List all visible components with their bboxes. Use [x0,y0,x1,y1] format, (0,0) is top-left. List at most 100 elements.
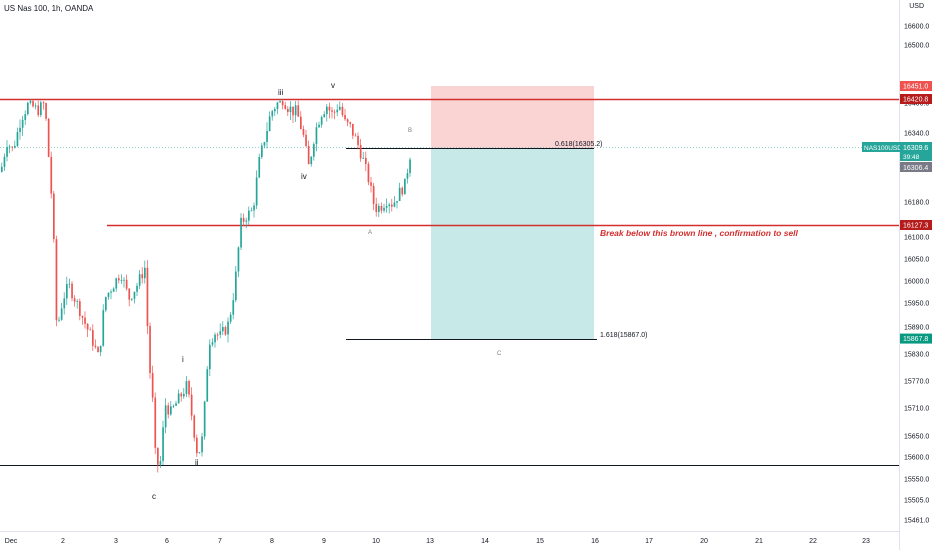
candle-body [172,405,175,407]
candle-body [29,100,32,103]
candle-body [268,116,271,131]
candle-body [258,157,261,178]
candle-body [81,316,84,318]
candle-body [144,267,146,279]
candle-body [185,381,188,394]
candle-body [159,461,162,465]
time-tick-label: 14 [481,538,489,545]
price-tick-label: 16180.0 [904,200,929,207]
candle-body [177,393,180,404]
time-tick-label: 7 [218,538,222,545]
price-label-text: 16451.0 [903,84,928,91]
candle-body [328,106,331,111]
candle-body [66,284,68,299]
candle-body [55,239,58,321]
time-tick-label: 17 [645,538,653,545]
candle-body [216,334,219,336]
candle-body [115,278,118,289]
price-tick-label: 16050.0 [904,257,929,264]
candle-body [393,202,396,207]
wave-label-A: A [368,230,372,236]
wave-label-ii: ii [195,458,199,467]
candle-body [344,115,346,120]
time-tick-label: 9 [322,538,326,545]
price-tick-label: 15550.0 [904,477,929,484]
candle-body [1,166,3,172]
candle-body [359,145,362,159]
time-tick-label: 13 [426,538,434,545]
candle-body [141,274,144,279]
candle-body [110,291,112,293]
symbol-title[interactable]: US Nas 100, 1h, OANDA [4,4,94,13]
candle-body [284,105,287,109]
wave-label-v: v [331,81,335,90]
stop-loss-zone[interactable] [431,86,594,149]
candle-body [102,310,105,346]
candle-body [193,415,196,438]
candle-body [37,105,40,116]
candle-body [388,204,391,207]
candle-body [76,301,79,302]
candle-body [380,205,383,211]
candle-body [391,204,393,207]
candle-body [274,109,276,112]
candle-body [201,436,203,453]
candle-body [281,101,284,106]
secondary-price-value: 16306.4 [903,165,928,172]
candle-body [232,300,235,315]
candle-body [214,334,216,343]
candle-body [24,114,27,120]
candle-body [261,145,263,158]
fib-0618-label: 0.618(16305.2) [555,141,602,148]
candle-body [224,327,227,335]
candle-body [136,285,138,292]
time-tick-label: 10 [372,538,380,545]
candle-body [227,321,229,335]
candle-body [128,288,131,300]
candle-body [339,106,341,110]
price-tick-label: 15950.0 [904,301,929,308]
candle-body [118,278,120,281]
candle-body [32,100,34,107]
current-price-value: 16309.6 [903,145,928,152]
candle-body [237,247,240,272]
time-axis[interactable]: Dec 2 3 6 7 8 9 10 13 14 15 16 17 20 21 22 23 [5,538,870,545]
candle-body [40,102,42,116]
take-profit-zone[interactable] [431,149,594,340]
candle-body [58,319,60,321]
candle-body [68,283,71,285]
candle-body [133,291,136,299]
price-tick-label: 16500.0 [904,43,929,50]
price-tick-label: 15770.0 [904,379,929,386]
candle-body [164,405,167,428]
candle-body [84,317,86,324]
candle-body [154,397,157,448]
candle-body [206,369,209,402]
candle-body [406,173,409,179]
fib-1618-label: 1.618(15867.0) [600,332,647,339]
candle-body [27,102,29,115]
time-tick-label: 2 [61,538,65,545]
candle-body [162,427,164,462]
candle-body [183,393,185,397]
currency-label: USD [909,3,924,10]
candle-body [203,401,206,437]
candle-body [21,119,24,128]
time-tick-label: 22 [809,538,817,545]
time-tick-label: 21 [755,538,763,545]
candle-body [50,156,53,194]
candle-body [151,373,154,398]
candle-body [352,123,354,136]
candle-body [310,156,313,165]
candle-body [385,206,388,208]
candle-body [372,185,375,204]
price-label-badge [900,94,932,104]
candle-body [346,119,349,123]
candle-body [125,279,128,289]
candle-body [11,146,14,148]
time-tick-label: 23 [862,538,870,545]
candle-body [333,111,336,113]
candle-body [287,108,289,113]
